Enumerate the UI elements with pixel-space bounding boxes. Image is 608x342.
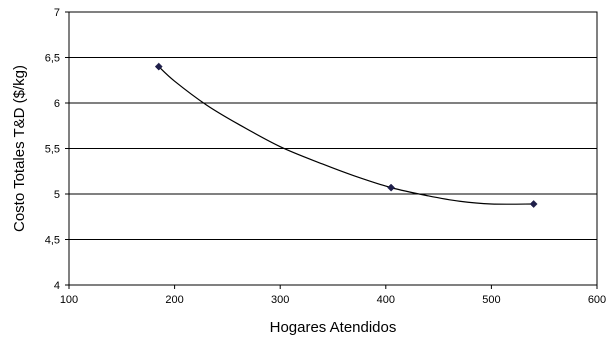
- x-tick-label: 200: [165, 294, 183, 306]
- y-tick-label: 6,5: [45, 53, 60, 65]
- y-tick-label: 4,5: [45, 235, 60, 247]
- x-tick-label: 400: [377, 294, 395, 306]
- y-tick-label: 7: [54, 7, 60, 19]
- y-tick-label: 5: [54, 189, 60, 201]
- x-tick-label: 500: [482, 294, 500, 306]
- series-curve: [158, 66, 534, 205]
- x-axis-ticks: 100 200 300 400 500 600: [60, 285, 606, 306]
- x-tick-label: 300: [271, 294, 289, 306]
- gridlines: [69, 57, 597, 240]
- x-tick-label: 600: [588, 294, 606, 306]
- y-tick-label: 5,5: [45, 144, 60, 156]
- y-axis-title: Costo Totales T&D ($/kg): [11, 65, 28, 232]
- series-line: [158, 66, 534, 205]
- y-tick-label: 6: [54, 98, 60, 110]
- data-point-marker: [529, 200, 538, 208]
- x-axis-title: Hogares Atendidos: [270, 319, 397, 336]
- data-point-marker: [387, 183, 396, 192]
- data-point-marker: [154, 62, 163, 71]
- y-tick-label: 4: [54, 280, 60, 292]
- series-markers: [154, 62, 538, 208]
- x-tick-label: 100: [60, 294, 78, 306]
- y-axis-ticks: 4 4,5 5 5,5 6 6,5 7: [45, 7, 69, 292]
